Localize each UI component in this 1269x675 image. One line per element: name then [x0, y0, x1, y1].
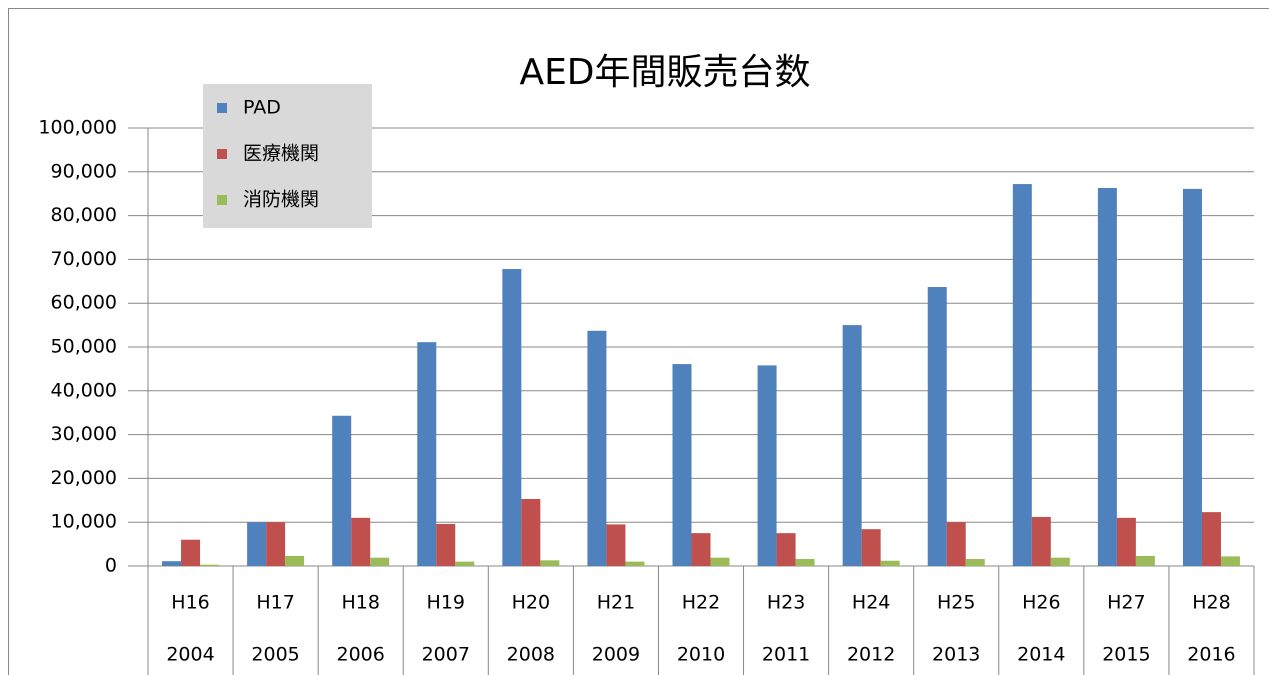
- y-tick-label: 20,000: [51, 467, 117, 489]
- bar: [861, 529, 881, 566]
- x-tick-label: H17: [256, 592, 294, 614]
- bar: [247, 522, 267, 566]
- bar: [757, 365, 777, 566]
- legend-swatch: [217, 195, 227, 205]
- x-tick-label: H23: [767, 592, 805, 614]
- bar: [455, 561, 475, 566]
- y-tick-label: 10,000: [51, 511, 117, 533]
- y-tick-label: 70,000: [51, 248, 117, 270]
- bar: [1220, 556, 1240, 566]
- x-tick-year: 2010: [677, 644, 725, 666]
- bar: [776, 533, 796, 566]
- legend-swatch: [217, 149, 227, 159]
- bar: [946, 522, 966, 566]
- bar: [691, 533, 711, 566]
- bar: [1050, 557, 1070, 566]
- bar: [606, 524, 626, 566]
- x-tick-year: 2009: [592, 644, 640, 666]
- bar: [710, 557, 730, 566]
- bar: [351, 517, 371, 566]
- bar: [1031, 516, 1051, 566]
- bar: [1097, 188, 1117, 567]
- x-tick-year: 2013: [932, 644, 980, 666]
- bar: [842, 325, 862, 566]
- x-tick-year: 2011: [762, 644, 810, 666]
- bar: [417, 342, 437, 566]
- bar: [540, 560, 560, 566]
- bar: [200, 564, 220, 566]
- bar: [1182, 188, 1202, 566]
- x-tick-label: H22: [682, 592, 720, 614]
- x-tick-label: H27: [1107, 592, 1145, 614]
- legend-swatch: [217, 103, 227, 113]
- bar: [965, 558, 985, 566]
- bar: [1135, 555, 1155, 566]
- x-tick-label: H21: [597, 592, 635, 614]
- bar: [436, 523, 456, 566]
- y-tick-label: 100,000: [38, 117, 117, 139]
- y-tick-label: 60,000: [51, 292, 117, 314]
- y-tick-label: 80,000: [51, 204, 117, 226]
- y-tick-label: 40,000: [51, 379, 117, 401]
- x-tick-label: H28: [1192, 592, 1230, 614]
- y-tick-label: 30,000: [51, 423, 117, 445]
- bar: [625, 561, 645, 566]
- bar: [521, 498, 541, 566]
- x-tick-year: 2015: [1102, 644, 1150, 666]
- bar: [795, 558, 815, 566]
- bar: [266, 522, 286, 566]
- bar: [332, 415, 352, 566]
- legend-label: PAD: [243, 97, 281, 119]
- bar: [587, 330, 607, 566]
- x-tick-year: 2008: [507, 644, 555, 666]
- x-tick-year: 2014: [1017, 644, 1065, 666]
- bar: [181, 539, 201, 566]
- x-tick-year: 2012: [847, 644, 895, 666]
- y-tick-label: 50,000: [51, 336, 117, 358]
- bar: [502, 269, 522, 566]
- x-tick-label: H20: [512, 592, 550, 614]
- bar: [672, 364, 692, 566]
- bar: [1116, 517, 1136, 566]
- chart-title: AED年間販売台数: [519, 52, 810, 93]
- bar: [927, 286, 947, 566]
- bar: [162, 561, 182, 566]
- x-tick-label: H19: [427, 592, 465, 614]
- x-tick-year: 2007: [422, 644, 470, 666]
- legend-label: 医療機関: [243, 143, 319, 165]
- x-tick-label: H25: [937, 592, 975, 614]
- x-tick-label: H16: [171, 592, 209, 614]
- legend-label: 消防機関: [243, 189, 319, 211]
- x-tick-year: 2016: [1187, 644, 1235, 666]
- bar: [285, 555, 305, 566]
- y-tick-label: 90,000: [51, 160, 117, 182]
- x-tick-year: 2005: [251, 644, 299, 666]
- x-tick-label: H24: [852, 592, 890, 614]
- bar: [1012, 184, 1032, 566]
- bar: [370, 557, 390, 566]
- x-tick-year: 2004: [166, 644, 214, 666]
- bar: [1201, 512, 1221, 566]
- chart-frame: [8, 8, 1269, 675]
- y-tick-label: 0: [105, 555, 117, 577]
- x-tick-label: H18: [341, 592, 379, 614]
- bar: [880, 560, 900, 566]
- x-tick-label: H26: [1022, 592, 1060, 614]
- legend-box: [203, 84, 372, 228]
- x-tick-year: 2006: [337, 644, 385, 666]
